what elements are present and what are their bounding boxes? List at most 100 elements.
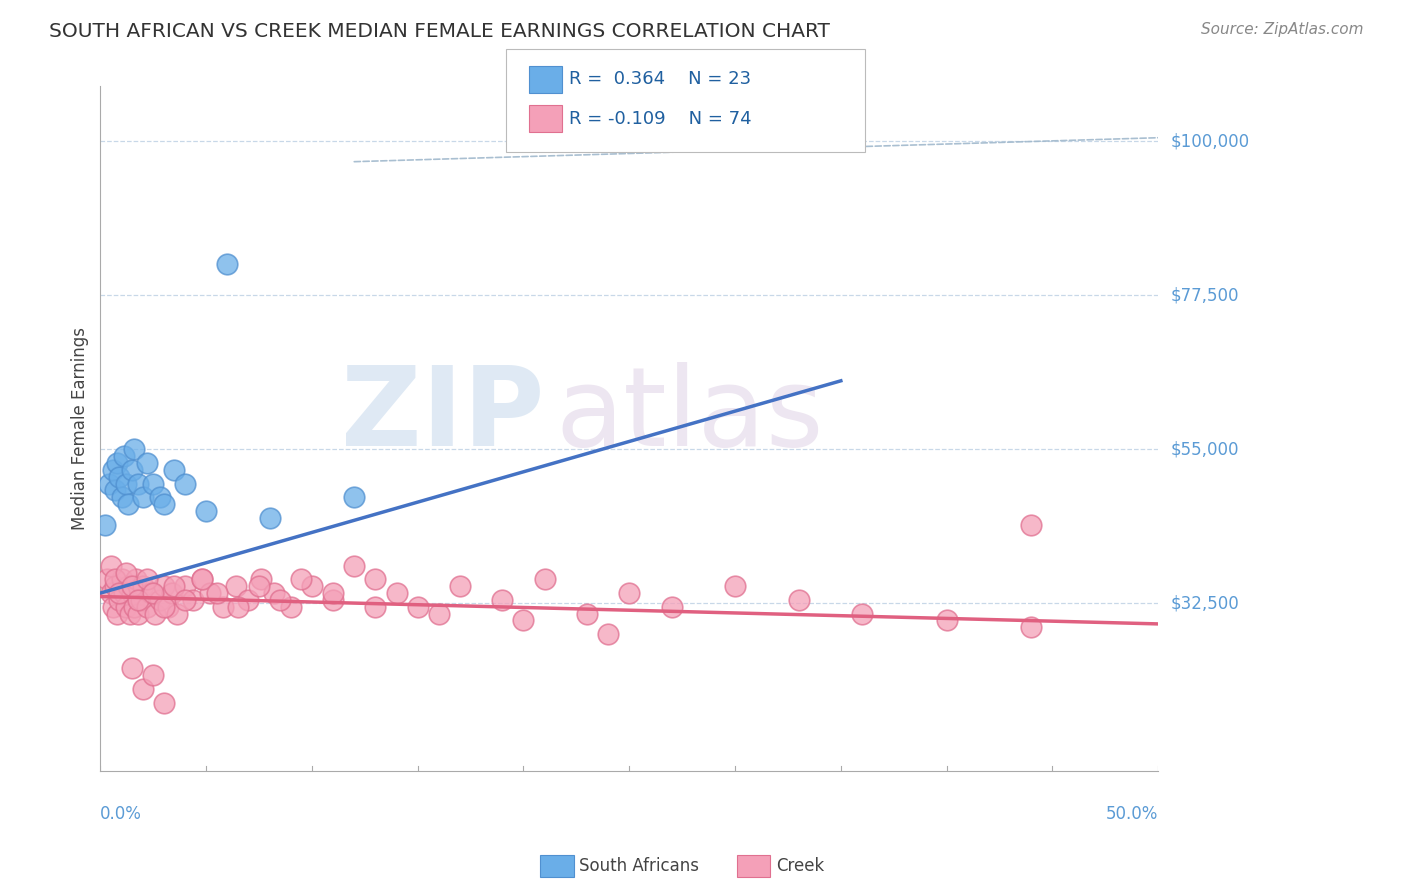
Point	[110, 573, 132, 587]
Point	[97, 476, 120, 491]
Point	[105, 607, 128, 621]
Point	[114, 566, 136, 580]
Point	[153, 497, 176, 511]
Point	[122, 442, 145, 457]
Text: South Africans: South Africans	[579, 857, 699, 875]
Point	[343, 558, 366, 573]
Point	[127, 593, 149, 607]
Point	[166, 607, 188, 621]
Point	[129, 593, 152, 607]
Point	[427, 607, 450, 621]
Text: Creek: Creek	[776, 857, 824, 875]
Point	[343, 490, 366, 504]
Point	[100, 586, 122, 600]
Point	[108, 469, 131, 483]
Point	[101, 463, 124, 477]
Point	[100, 558, 122, 573]
Point	[205, 586, 228, 600]
Point	[125, 573, 148, 587]
Point	[143, 607, 166, 621]
Point	[787, 593, 810, 607]
Point	[118, 607, 141, 621]
Text: R =  0.364    N = 23: R = 0.364 N = 23	[569, 70, 752, 88]
Point	[191, 573, 214, 587]
Point	[153, 696, 176, 710]
Point	[127, 607, 149, 621]
Point	[104, 483, 127, 498]
Point	[322, 593, 344, 607]
Y-axis label: Median Female Earnings: Median Female Earnings	[72, 327, 89, 530]
Point	[114, 476, 136, 491]
Point	[149, 593, 172, 607]
Point	[301, 579, 323, 593]
Point	[93, 517, 115, 532]
Point	[575, 607, 598, 621]
Point	[851, 607, 873, 621]
Point	[127, 476, 149, 491]
Point	[661, 599, 683, 614]
Point	[385, 586, 408, 600]
Point	[142, 668, 165, 682]
Point	[364, 599, 387, 614]
Point	[406, 599, 429, 614]
Point	[112, 449, 135, 463]
Point	[163, 579, 186, 593]
Text: R = -0.109    N = 74: R = -0.109 N = 74	[569, 110, 752, 128]
Point	[153, 599, 176, 614]
Text: 50.0%: 50.0%	[1107, 805, 1159, 823]
Point	[131, 579, 153, 593]
Point	[598, 627, 620, 641]
Point	[322, 586, 344, 600]
Point	[449, 579, 471, 593]
Point	[174, 579, 197, 593]
Point	[263, 586, 285, 600]
Point	[142, 586, 165, 600]
Point	[135, 456, 157, 470]
Point	[96, 573, 118, 587]
Point	[135, 573, 157, 587]
Point	[101, 599, 124, 614]
Text: $32,500: $32,500	[1171, 594, 1240, 613]
Point	[512, 614, 534, 628]
Text: atlas: atlas	[555, 361, 824, 468]
Point	[110, 490, 132, 504]
Point	[108, 586, 131, 600]
Point	[238, 593, 260, 607]
Point	[122, 599, 145, 614]
Point	[225, 579, 247, 593]
Point	[174, 593, 197, 607]
Point	[149, 490, 172, 504]
Point	[121, 586, 143, 600]
Text: Source: ZipAtlas.com: Source: ZipAtlas.com	[1201, 22, 1364, 37]
Point	[117, 497, 139, 511]
Point	[162, 586, 184, 600]
Point	[121, 463, 143, 477]
Point	[217, 257, 239, 271]
Point	[191, 573, 214, 587]
Point	[724, 579, 747, 593]
Point	[619, 586, 641, 600]
Text: $55,000: $55,000	[1171, 441, 1240, 458]
Text: ZIP: ZIP	[342, 361, 544, 468]
Point	[104, 573, 127, 587]
Text: 0.0%: 0.0%	[100, 805, 142, 823]
Point	[212, 599, 235, 614]
Point	[935, 614, 957, 628]
Point	[131, 490, 153, 504]
Point	[280, 599, 302, 614]
Text: SOUTH AFRICAN VS CREEK MEDIAN FEMALE EARNINGS CORRELATION CHART: SOUTH AFRICAN VS CREEK MEDIAN FEMALE EAR…	[49, 22, 830, 41]
Point	[131, 681, 153, 696]
Point	[183, 593, 205, 607]
Point	[259, 510, 281, 524]
Point	[195, 504, 218, 518]
Point	[121, 579, 143, 593]
Point	[226, 599, 249, 614]
Point	[104, 579, 127, 593]
Point	[247, 579, 270, 593]
Point	[157, 599, 180, 614]
Point	[269, 593, 291, 607]
Point	[491, 593, 513, 607]
Point	[108, 593, 131, 607]
Point	[139, 586, 162, 600]
Point	[1019, 517, 1042, 532]
